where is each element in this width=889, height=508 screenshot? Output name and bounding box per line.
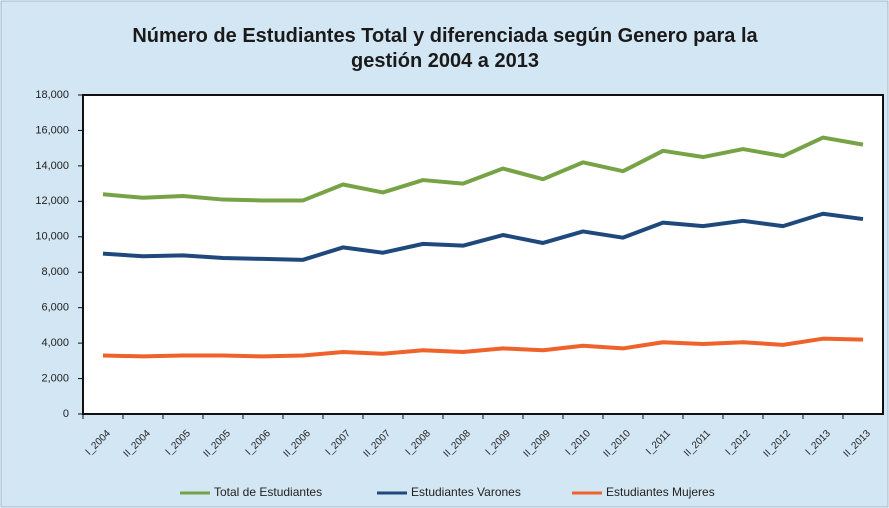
- y-tick-label: 12,000: [35, 195, 69, 207]
- y-tick-label: 18,000: [35, 89, 69, 101]
- series-line: [102, 211, 864, 262]
- plot-area: [82, 94, 884, 415]
- y-tick-label: 4,000: [41, 337, 69, 349]
- y-tick-label: 16,000: [35, 124, 69, 136]
- chart-title: Número de Estudiantes Total y diferencia…: [132, 25, 758, 72]
- y-tick-label: 0: [63, 408, 69, 420]
- y-tick-label: 6,000: [41, 302, 69, 314]
- y-tick-label: 2,000: [41, 372, 69, 384]
- legend-label: Estudiantes Varones: [411, 485, 521, 499]
- y-tick-label: 10,000: [35, 231, 69, 243]
- y-tick-label: 8,000: [41, 266, 69, 278]
- legend-label: Estudiantes Mujeres: [606, 485, 715, 499]
- legend-label: Total de Estudiantes: [214, 485, 322, 499]
- series-line: [102, 135, 864, 203]
- series-line: [102, 336, 864, 359]
- y-tick-label: 14,000: [35, 160, 69, 172]
